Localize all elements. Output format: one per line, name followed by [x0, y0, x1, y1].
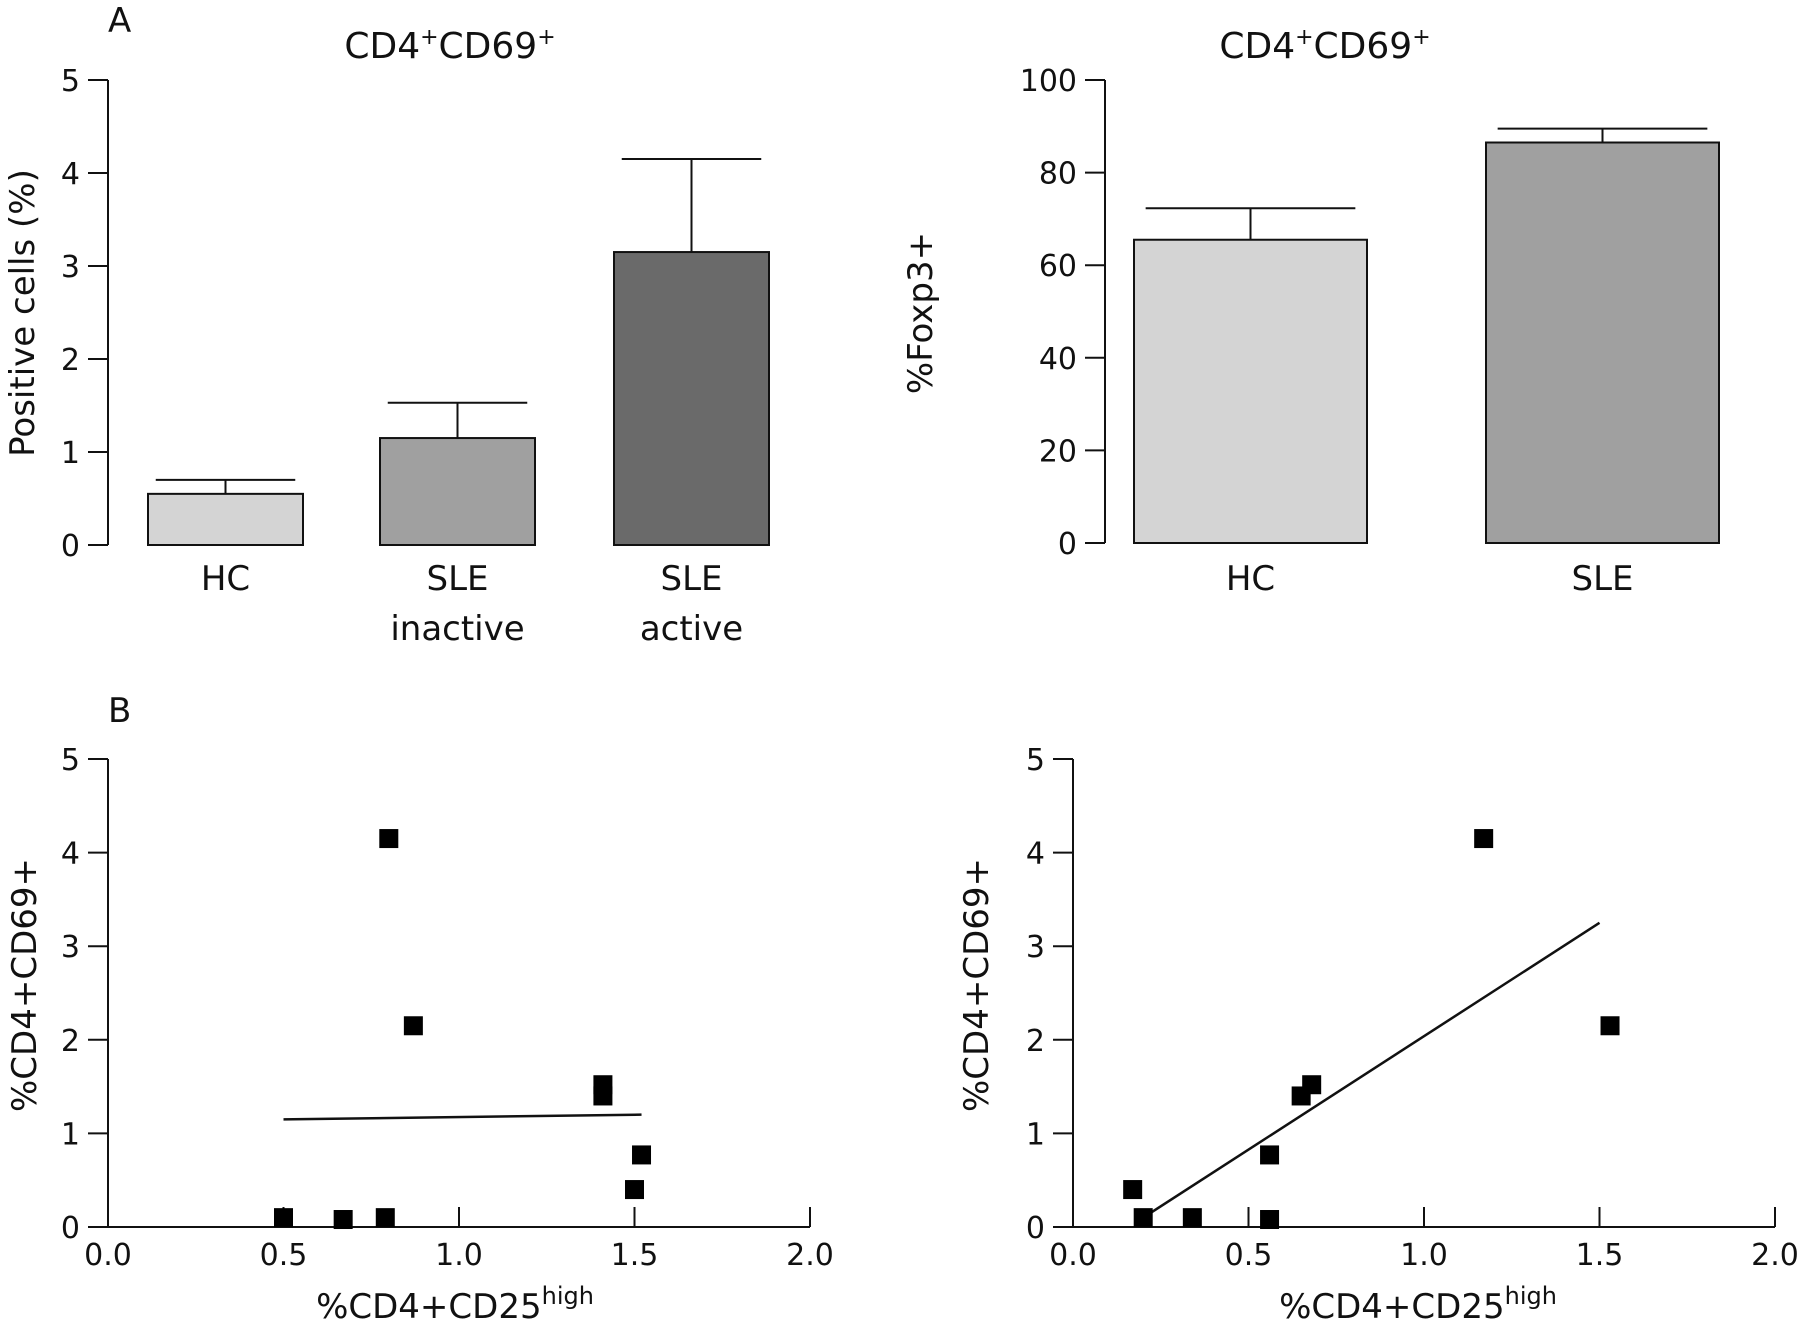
bar-chart-foxp3: CD4+CD69+ %Foxp3+ 0 20 40 60 80 100 HC SLE [901, 25, 1720, 599]
category-label: SLE [426, 559, 488, 599]
y-tick-label: 40 [1039, 342, 1077, 377]
category-label: HC [1226, 559, 1275, 599]
y-tick-label: 0 [61, 1211, 80, 1246]
x-ticks: 0.0 0.5 1.0 1.5 2.0 [84, 1207, 834, 1273]
y-tick-label: 3 [61, 930, 80, 965]
bars [1133, 127, 1720, 545]
x-tick-label: 1.0 [1400, 1238, 1448, 1273]
data-point [1260, 1210, 1280, 1230]
y-tick-label: 80 [1039, 157, 1077, 192]
data-point [1133, 1208, 1153, 1228]
data-point [593, 1086, 613, 1106]
y-tick-label: 2 [61, 343, 80, 378]
panel-label-b: B [108, 691, 131, 731]
chart-title: CD4+CD69+ [1219, 25, 1430, 67]
category-labels: HC SLE inactive SLE active [201, 559, 743, 649]
x-tick-label: 2.0 [786, 1238, 834, 1273]
category-label-line2: active [640, 609, 743, 649]
bar [379, 437, 536, 546]
bar [613, 251, 770, 547]
bar [147, 492, 304, 547]
data-point [1123, 1180, 1143, 1200]
y-tick-label: 4 [1026, 837, 1045, 872]
y-ticks: 0 1 2 3 4 5 [61, 64, 108, 564]
y-tick-label: 5 [61, 64, 80, 99]
data-point [1474, 829, 1494, 849]
y-tick-label: 1 [1026, 1117, 1045, 1152]
y-tick-label: 3 [61, 250, 80, 285]
x-tick-label: 0.5 [1225, 1238, 1273, 1273]
category-label: SLE [660, 559, 722, 599]
y-tick-label: 0 [1026, 1211, 1045, 1246]
category-label-line2: inactive [390, 609, 524, 649]
y-axis-title: Positive cells (%) [3, 169, 43, 457]
data-point [375, 1208, 395, 1228]
y-tick-label: 20 [1039, 434, 1077, 469]
fit-line [283, 1113, 642, 1121]
y-tick-label: 100 [1020, 64, 1077, 99]
x-tick-label: 0.0 [84, 1238, 132, 1273]
bar [1133, 238, 1368, 545]
scatter-chart-right: %CD4+CD69+ %CD4+CD25high 0 1 2 3 4 5 0.0 0.5 1.… [957, 743, 1799, 1327]
y-tick-label: 2 [1026, 1024, 1045, 1059]
regression-line [283, 1113, 642, 1121]
category-label: SLE [1571, 559, 1633, 599]
category-labels: HC SLE [1226, 559, 1634, 599]
panel-label-a: A [108, 1, 131, 41]
data-point [625, 1180, 644, 1200]
y-tick-label: 1 [61, 436, 80, 471]
data-point [1182, 1208, 1202, 1228]
bars [147, 158, 770, 547]
data-point [1600, 1016, 1620, 1036]
data-point [403, 1016, 423, 1036]
y-axis-title: %Foxp3+ [901, 232, 941, 394]
y-tick-label: 2 [61, 1024, 80, 1059]
x-tick-label: 2.0 [1751, 1238, 1799, 1273]
scatter-chart-left: %CD4+CD69+ %CD4+CD25high 0 1 2 3 4 5 0.0 0.5 1.… [5, 743, 834, 1327]
data-points [274, 829, 652, 1230]
bar [1485, 141, 1720, 544]
x-tick-label: 0.5 [260, 1238, 308, 1273]
y-tick-label: 4 [61, 837, 80, 872]
y-tick-label: 5 [1026, 743, 1045, 778]
category-label: HC [201, 559, 250, 599]
y-axis-title: %CD4+CD69+ [5, 858, 45, 1112]
y-ticks: 0 20 40 60 80 100 [1020, 64, 1105, 562]
data-point [379, 829, 399, 849]
y-tick-label: 0 [61, 529, 80, 564]
x-tick-label: 0.0 [1049, 1238, 1097, 1273]
x-axis-title: %CD4+CD25high [316, 1282, 594, 1327]
y-tick-label: 0 [1058, 527, 1077, 562]
regression-line [1142, 921, 1601, 1219]
data-point [333, 1210, 353, 1230]
y-tick-label: 5 [61, 743, 80, 778]
chart-title: CD4+CD69+ [344, 25, 555, 67]
x-tick-label: 1.0 [435, 1238, 483, 1273]
y-ticks: 0 1 2 3 4 5 [61, 743, 108, 1246]
x-tick-label: 1.5 [1576, 1238, 1624, 1273]
y-axis-title: %CD4+CD69+ [957, 858, 997, 1112]
data-points [1123, 829, 1620, 1230]
y-tick-label: 1 [61, 1117, 80, 1152]
y-ticks: 0 1 2 3 4 5 [1026, 743, 1073, 1246]
data-point [632, 1145, 652, 1165]
data-point [1291, 1086, 1311, 1106]
x-ticks: 0.0 0.5 1.0 1.5 2.0 [1049, 1207, 1799, 1273]
bar-chart-positive-cells: CD4+CD69+ Positive cells (%) 0 1 2 3 4 5 HC SL… [3, 25, 770, 649]
fit-line [1142, 921, 1601, 1219]
y-tick-label: 60 [1039, 249, 1077, 284]
x-axis-title: %CD4+CD25high [1279, 1282, 1557, 1327]
y-tick-label: 3 [1026, 930, 1045, 965]
data-point [274, 1208, 293, 1228]
y-tick-label: 4 [61, 157, 80, 192]
x-tick-label: 1.5 [611, 1238, 659, 1273]
data-point [1260, 1145, 1280, 1165]
